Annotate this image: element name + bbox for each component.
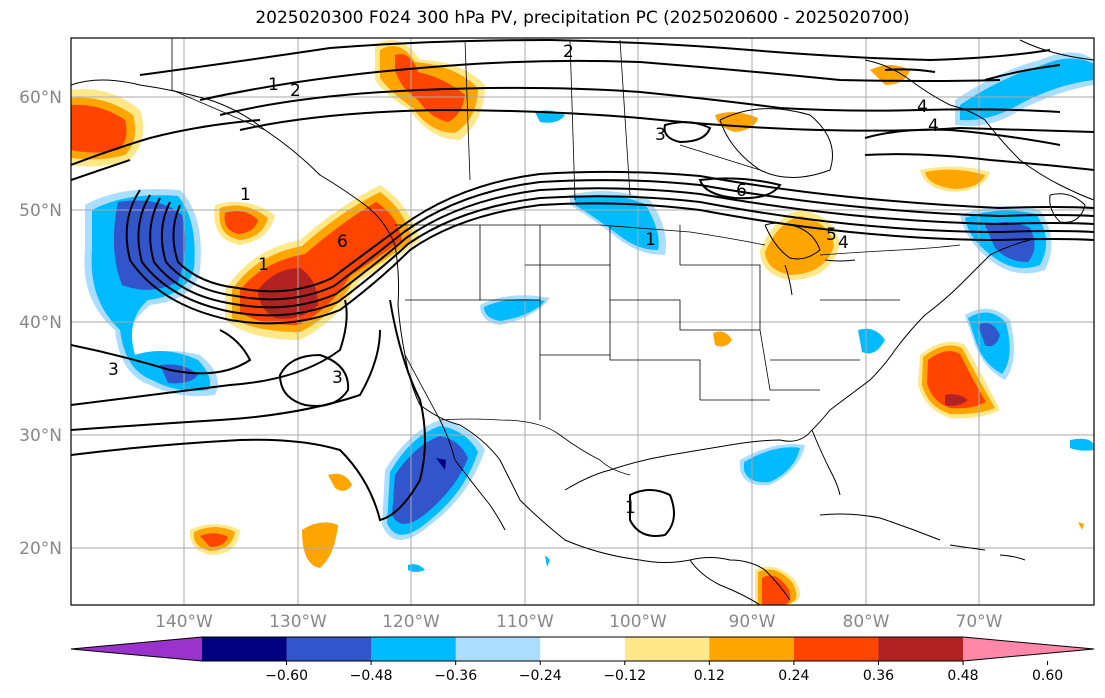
colorbar-tick-label: −0.12 [603, 668, 646, 684]
lon-label: 80°W [843, 612, 890, 632]
contour-label: 6 [736, 181, 747, 201]
contour-label: 5 [826, 225, 837, 245]
colorbar-tick-label: 0.12 [694, 668, 725, 684]
lon-label: 100°W [609, 612, 667, 632]
lon-label: 140°W [155, 612, 213, 632]
colorbar-segment [793, 637, 879, 661]
plot-frame [70, 37, 1095, 606]
lon-label: 90°W [729, 612, 776, 632]
lat-label: 30°N [19, 426, 62, 446]
lat-label: 20°N [19, 539, 62, 559]
contour-label: 4 [838, 233, 849, 253]
colorbar-extend-low [71, 637, 202, 661]
pv-contours [71, 38, 1094, 537]
contour-label: 3 [108, 360, 119, 380]
contour-label: 4 [917, 97, 928, 117]
latitude-labels: 60°N 50°N 40°N 30°N 20°N [19, 88, 62, 559]
lon-label: 120°W [382, 612, 440, 632]
contour-label: 1 [258, 255, 269, 275]
colorbar: −0.60 −0.48 −0.36 −0.24 −0.12 0.12 0.24 0.36 0.4… [70, 636, 1095, 684]
lon-label: 130°W [269, 612, 327, 632]
contour-label: 2 [290, 81, 301, 101]
colorbar-tick-label: −0.36 [434, 668, 477, 684]
lat-label: 40°N [19, 313, 62, 333]
colorbar-tick-label: −0.60 [265, 668, 308, 684]
graticule [71, 38, 1094, 605]
colorbar-segment [202, 637, 288, 661]
colorbar-tick-label: 0.48 [947, 668, 978, 684]
contour-label: 1 [240, 185, 251, 205]
lon-label: 110°W [496, 612, 554, 632]
contour-label: 1 [268, 75, 279, 95]
colorbar-segment [286, 637, 372, 661]
contour-label: 1 [625, 498, 636, 518]
longitude-labels: 140°W 130°W 120°W 110°W 100°W 90°W 80°W … [155, 612, 1003, 632]
contour-label: 1 [645, 230, 656, 250]
contour-label: 6 [337, 232, 348, 252]
precip-shading [71, 40, 1094, 605]
map-title: 2025020300 F024 300 hPa PV, precipitatio… [255, 8, 910, 28]
contour-label: 2 [563, 42, 574, 62]
colorbar-tick-label: 0.60 [1032, 668, 1063, 684]
lat-label: 50°N [19, 201, 62, 221]
colorbar-tick-label: 0.36 [863, 668, 894, 684]
colorbar-segment [455, 637, 541, 661]
lat-label: 60°N [19, 88, 62, 108]
contour-label: 3 [655, 125, 666, 145]
lon-label: 70°W [956, 612, 1003, 632]
colorbar-segment [624, 637, 710, 661]
colorbar-outline [70, 636, 1095, 662]
colorbar-tick-label: 0.24 [778, 668, 809, 684]
colorbar-segment [540, 637, 626, 661]
contour-labels: 1 2 2 3 3 3 4 4 5 6 6 1 1 1 4 1 [108, 42, 939, 518]
colorbar-segment [709, 637, 795, 661]
colorbar-tick-label: −0.24 [519, 668, 562, 684]
colorbar-tick-label: −0.48 [350, 668, 393, 684]
contour-label: 3 [332, 368, 343, 388]
colorbar-segment [878, 637, 964, 661]
contour-label: 4 [928, 116, 939, 136]
colorbar-extend-high [963, 637, 1094, 661]
colorbar-segment [371, 637, 457, 661]
